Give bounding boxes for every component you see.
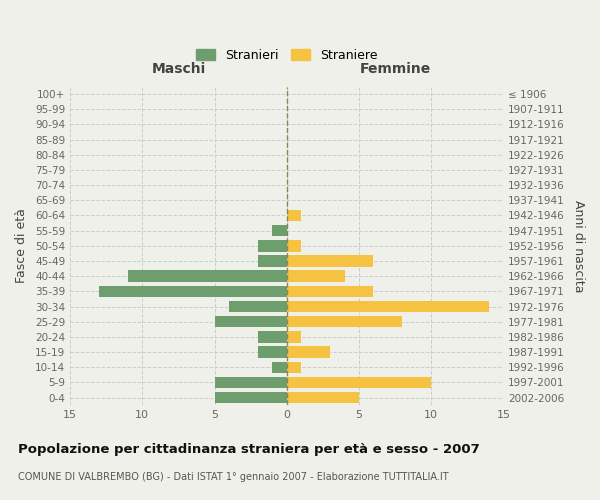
Bar xyxy=(128,270,287,282)
Bar xyxy=(287,210,301,221)
Bar xyxy=(229,301,287,312)
Bar xyxy=(287,376,431,388)
Bar xyxy=(258,346,287,358)
Bar xyxy=(287,392,359,403)
Text: Femmine: Femmine xyxy=(359,62,431,76)
Bar xyxy=(287,270,344,282)
Text: COMUNE DI VALBREMBO (BG) - Dati ISTAT 1° gennaio 2007 - Elaborazione TUTTITALIA.: COMUNE DI VALBREMBO (BG) - Dati ISTAT 1°… xyxy=(18,472,449,482)
Bar xyxy=(287,316,403,328)
Bar xyxy=(287,346,330,358)
Text: Maschi: Maschi xyxy=(151,62,206,76)
Bar xyxy=(215,392,287,403)
Bar xyxy=(215,316,287,328)
Bar xyxy=(272,362,287,373)
Y-axis label: Fasce di età: Fasce di età xyxy=(15,208,28,284)
Bar xyxy=(287,362,301,373)
Legend: Stranieri, Straniere: Stranieri, Straniere xyxy=(193,45,381,66)
Bar xyxy=(272,225,287,236)
Bar xyxy=(258,256,287,266)
Bar xyxy=(258,240,287,252)
Bar xyxy=(287,256,373,266)
Bar xyxy=(258,331,287,342)
Bar xyxy=(287,240,301,252)
Bar xyxy=(287,301,489,312)
Y-axis label: Anni di nascita: Anni di nascita xyxy=(572,200,585,292)
Bar xyxy=(287,286,373,297)
Bar xyxy=(287,331,301,342)
Text: Popolazione per cittadinanza straniera per età e sesso - 2007: Popolazione per cittadinanza straniera p… xyxy=(18,442,480,456)
Bar xyxy=(215,376,287,388)
Bar xyxy=(99,286,287,297)
